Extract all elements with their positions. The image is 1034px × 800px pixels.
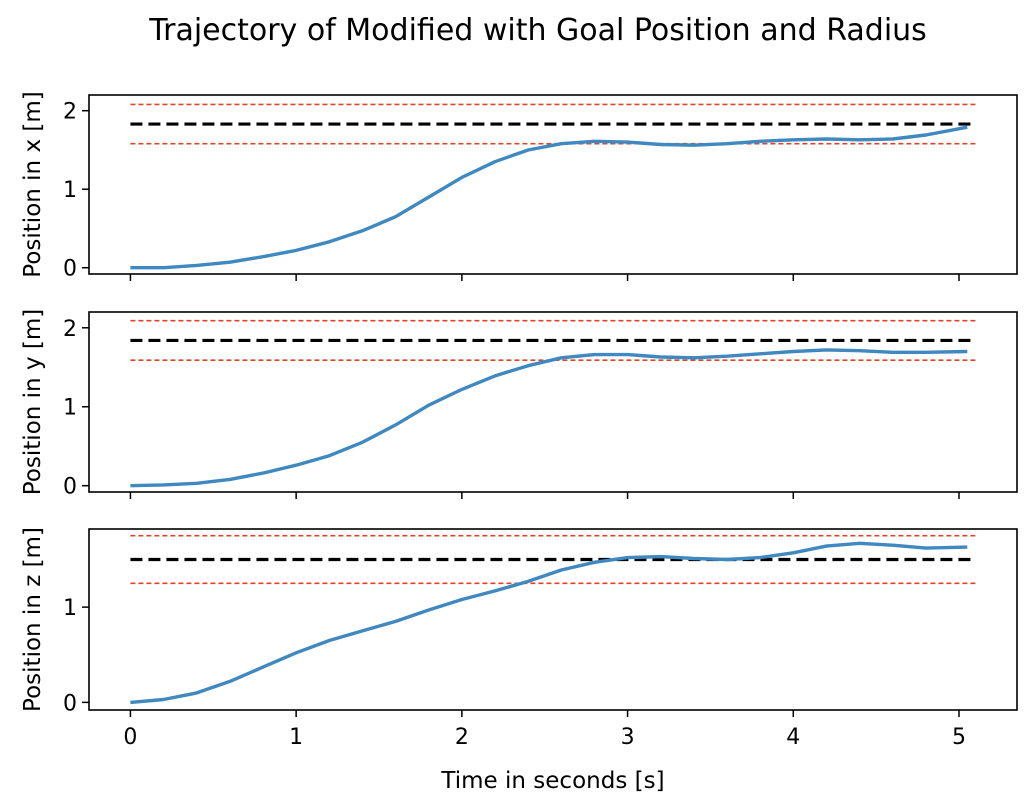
- x-tick-label-1: 1: [289, 725, 303, 750]
- y-tick-label-1-1: 1: [63, 178, 77, 203]
- y-tick-label-2-2: 2: [63, 317, 77, 342]
- axes-frame-1: [88, 94, 1018, 275]
- y-tick-label-3-0: 0: [63, 691, 77, 716]
- axes-frame-3: [88, 528, 1018, 711]
- x-tick-label-0: 0: [123, 725, 137, 750]
- subplot-2: 0 1 2 Position in y [m]: [20, 309, 1018, 500]
- y-tick-label-2-1: 1: [63, 396, 77, 421]
- subplot-3: 0 1 0 1 2 3 4 5 Position in z [m]: [20, 527, 1018, 750]
- y-tick-label-2-0: 0: [63, 475, 77, 500]
- y-tick-label-1-0: 0: [63, 257, 77, 282]
- y-axis-label-1: Position in x [m]: [20, 91, 46, 277]
- x-axis-label: Time in seconds [s]: [440, 768, 664, 794]
- subplots: 0 1 2 Position in x [m] 0 1 2 Position in y [m]…: [20, 91, 1018, 750]
- y-axis-label-3: Position in z [m]: [20, 527, 46, 712]
- trajectory-line-2: [130, 348, 968, 488]
- x-tick-label-2: 2: [455, 725, 469, 750]
- x-tick-label-4: 4: [786, 725, 800, 750]
- y-tick-label-3-1: 1: [63, 596, 77, 621]
- subplot-1: 0 1 2 Position in x [m]: [20, 91, 1018, 282]
- trajectory-line-3: [130, 541, 968, 705]
- x-tick-label-3: 3: [621, 725, 635, 750]
- axes-frame-2: [88, 311, 1018, 493]
- chart-title: Trajectory of Modified with Goal Positio…: [148, 13, 927, 48]
- y-axis-label-2: Position in y [m]: [20, 309, 46, 495]
- x-tick-label-5: 5: [952, 725, 966, 750]
- trajectory-line-1: [130, 125, 968, 270]
- y-tick-label-1-2: 2: [63, 100, 77, 125]
